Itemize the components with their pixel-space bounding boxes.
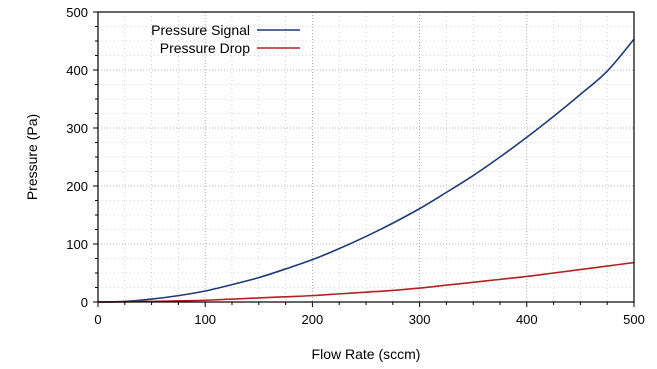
x-tick-label: 200 xyxy=(302,312,324,327)
grid-lines xyxy=(98,12,634,302)
series-layer xyxy=(97,38,635,303)
y-tick-label: 400 xyxy=(66,63,88,78)
axis-ticks xyxy=(93,11,635,307)
x-axis-tick-labels: 0 100 200 300 400 500 xyxy=(94,312,644,327)
legend-label-pressure-signal: Pressure Signal xyxy=(151,22,250,38)
x-tick-label: 500 xyxy=(623,312,645,327)
y-tick-label: 200 xyxy=(66,179,88,194)
y-axis-title: Pressure (Pa) xyxy=(24,114,40,200)
y-tick-label: 300 xyxy=(66,121,88,136)
y-axis-tick-labels: 0 100 200 300 400 500 xyxy=(66,5,88,310)
x-tick-label: 300 xyxy=(409,312,431,327)
series-line-pressure-signal xyxy=(97,38,635,303)
x-tick-label: 100 xyxy=(194,312,216,327)
legend-label-pressure-drop: Pressure Drop xyxy=(160,40,250,56)
legend: Pressure Signal Pressure Drop xyxy=(151,22,300,56)
x-tick-label: 400 xyxy=(516,312,538,327)
y-tick-label: 500 xyxy=(66,5,88,20)
y-tick-label: 0 xyxy=(81,295,88,310)
series-line-pressure-drop xyxy=(97,261,635,303)
y-tick-label: 100 xyxy=(66,237,88,252)
x-axis-title: Flow Rate (sccm) xyxy=(312,346,421,362)
x-tick-label: 0 xyxy=(94,312,101,327)
